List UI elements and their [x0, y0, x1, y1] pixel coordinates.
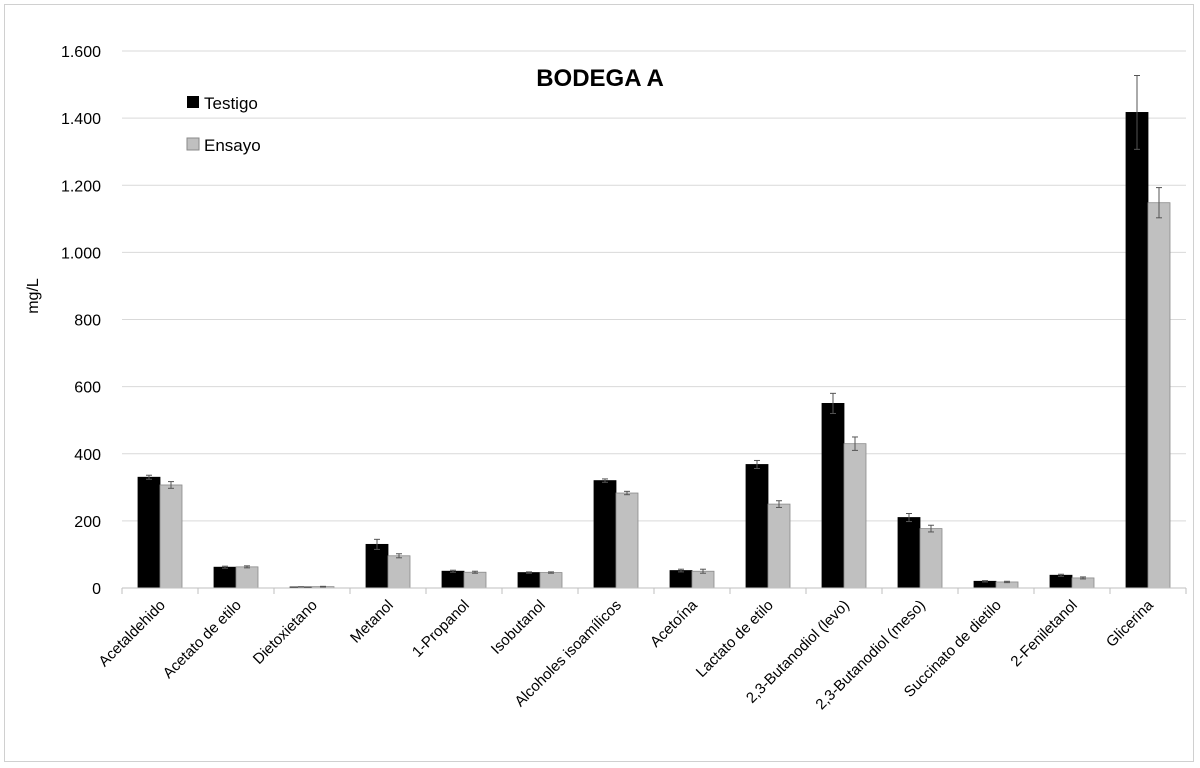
- bar-testigo: [365, 543, 389, 589]
- y-axis-title: mg/L: [25, 278, 42, 314]
- chart-frame: [4, 4, 1194, 762]
- bar-ensayo: [1147, 202, 1171, 589]
- y-tick-label: 200: [74, 514, 101, 531]
- x-tick-label: Dietoxietano: [250, 597, 321, 668]
- y-tick-label: 1.000: [61, 245, 101, 262]
- bar-testigo: [137, 476, 161, 589]
- bar-testigo: [745, 464, 769, 589]
- x-tick-label: Acetoína: [647, 596, 701, 650]
- bar-ensayo: [235, 566, 259, 589]
- y-tick-label: 0: [92, 581, 101, 598]
- bar-testigo: [517, 572, 541, 589]
- x-tick-label: Metanol: [347, 597, 397, 647]
- gridlines: [122, 50, 1186, 522]
- y-tick-label: 1.400: [61, 111, 101, 128]
- x-tick-label: Acetaldehido: [95, 597, 168, 670]
- chart-title: BODEGA A: [536, 65, 664, 92]
- bar-ensayo: [767, 503, 791, 589]
- bar-testigo: [669, 570, 693, 589]
- bar-testigo: [897, 517, 921, 589]
- y-tick-label: 1.200: [61, 178, 101, 195]
- bar-ensayo: [387, 555, 411, 589]
- legend-label-testigo: Testigo: [204, 94, 258, 113]
- x-tick-label: 2-Feniletanol: [1007, 597, 1080, 670]
- x-axis: [121, 587, 1187, 594]
- legend-swatch-testigo: [187, 96, 199, 108]
- bar-ensayo: [843, 443, 867, 589]
- y-tick-label: 800: [74, 313, 101, 330]
- bar-ensayo: [539, 572, 563, 589]
- bar-ensayo: [919, 528, 943, 589]
- y-tick-label: 400: [74, 447, 101, 464]
- bar-ensayo: [463, 571, 487, 589]
- bar-ensayo: [159, 484, 183, 589]
- bars: [137, 112, 1171, 589]
- bar-testigo: [213, 566, 237, 589]
- x-tick-label: Isobutanol: [488, 597, 549, 658]
- x-tick-label: Acetato de etilo: [160, 597, 245, 682]
- y-tick-label: 600: [74, 380, 101, 397]
- x-tick-label: Glicerina: [1103, 596, 1157, 650]
- legend-label-ensayo: Ensayo: [204, 136, 261, 155]
- legend: Testigo Ensayo: [186, 94, 261, 155]
- bar-testigo: [593, 480, 617, 589]
- y-tick-label: 1.600: [61, 44, 101, 61]
- bar-testigo: [821, 403, 845, 589]
- bar-testigo: [1125, 112, 1149, 589]
- x-tick-label: Lactato de etilo: [693, 597, 777, 681]
- bar-ensayo: [615, 492, 639, 589]
- x-tick-label: 1-Propanol: [409, 597, 473, 661]
- bar-ensayo: [1071, 577, 1095, 589]
- bar-testigo: [441, 570, 465, 589]
- bar-ensayo: [691, 570, 715, 589]
- bar-testigo: [1049, 574, 1073, 589]
- legend-swatch-ensayo: [186, 137, 200, 151]
- error-bars: [146, 75, 1162, 588]
- y-axis-ticks: 0 200 400 600 800 1.000 1.200 1.400 1.600: [61, 44, 101, 598]
